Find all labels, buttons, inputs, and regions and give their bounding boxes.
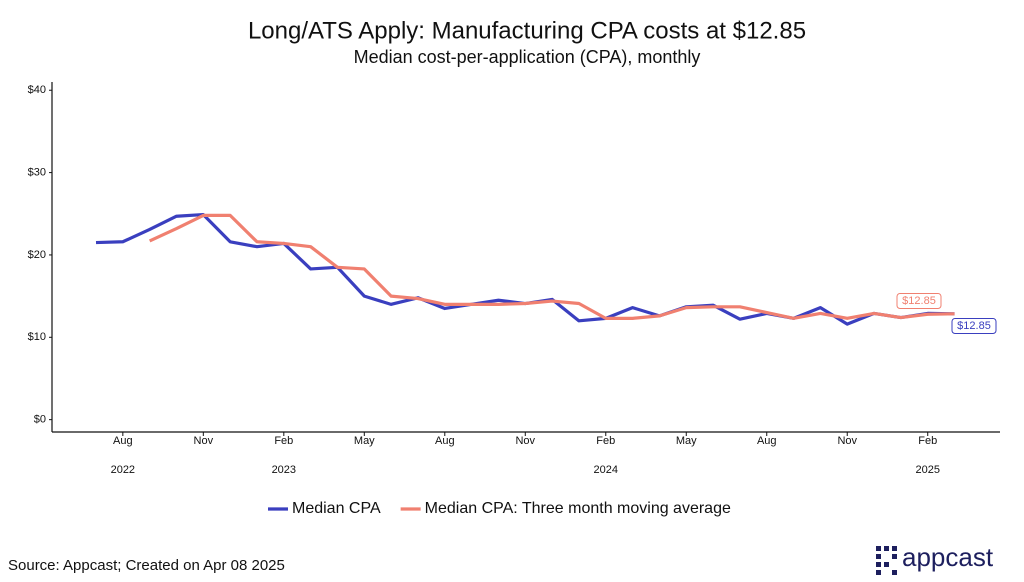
year-label: 2025 [915,464,939,476]
year-label: 2022 [111,464,135,476]
year-label: 2023 [272,464,296,476]
series-line [95,212,955,326]
year-label: 2024 [594,464,618,476]
value-label-box [951,318,997,334]
legend-label: Median CPA: Three month moving average [425,500,731,517]
legend-label: Median CPA [292,500,381,517]
value-label-box [896,293,942,309]
x-tick-label: Feb [274,435,293,447]
chart-subtitle: Median cost-per-application (CPA), month… [354,47,701,67]
x-tick-label: Aug [113,435,133,447]
value-label: $12.85 [902,295,936,307]
x-tick-label: Nov [837,435,857,447]
y-tick-label: $0 [34,414,46,426]
x-tick-label: Feb [918,435,937,447]
value-label: $12.85 [957,320,991,332]
y-tick-label: $20 [28,249,46,261]
source-note: Source: Appcast; Created on Apr 08 2025 [8,557,285,574]
chart-title: Long/ATS Apply: Manufacturing CPA costs … [248,17,806,44]
x-tick-label: May [676,435,697,447]
x-tick-label: Nov [515,435,535,447]
y-tick-label: $30 [28,166,46,178]
x-tick-label: Nov [194,435,214,447]
x-tick-label: Aug [757,435,777,447]
logo-icon [876,546,897,575]
y-tick-label: $40 [28,84,46,96]
y-tick-label: $10 [28,331,46,343]
x-tick-label: May [354,435,375,447]
x-tick-label: Feb [596,435,615,447]
logo-text: appcast [902,542,994,572]
series-line [148,213,955,320]
x-tick-label: Aug [435,435,455,447]
